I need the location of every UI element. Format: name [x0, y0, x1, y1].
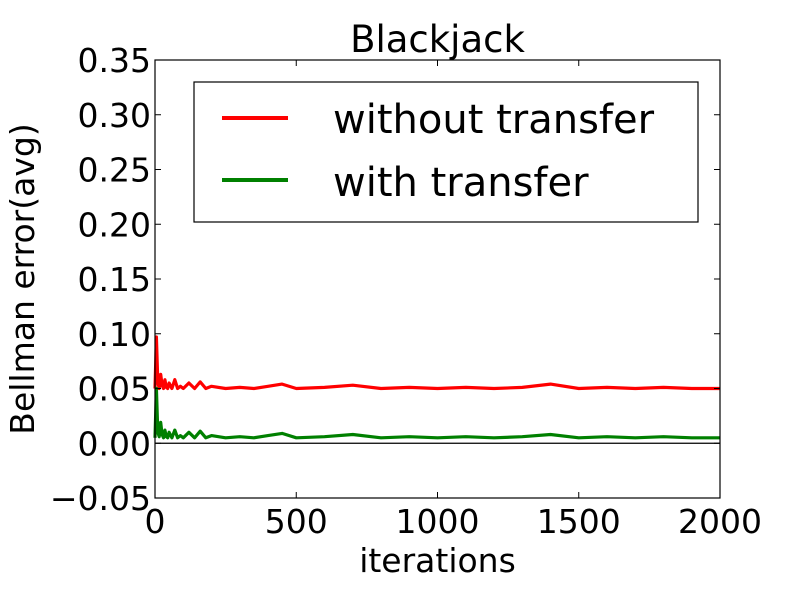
- y-axis-label: Bellman error(avg): [3, 123, 42, 434]
- y-tick-label: 0.30: [78, 96, 151, 135]
- legend-label-with-transfer: with transfer: [333, 160, 589, 206]
- data-layer: [153, 335, 720, 444]
- series-line-without-transfer: [153, 335, 720, 391]
- x-tick-label: 2000: [678, 502, 762, 541]
- y-tick-label: 0.25: [78, 151, 151, 190]
- ticks-layer: 0 500 1000 1500 2000 −0.05 0.00 0.05 0.10 0.15 0.2…: [50, 41, 762, 541]
- chart-title: Blackjack: [350, 18, 525, 61]
- x-axis-label: iterations: [359, 541, 516, 580]
- legend: without transfer with transfer: [193, 81, 699, 223]
- y-tick-label: −0.05: [50, 479, 151, 518]
- y-tick-label: 0.35: [78, 41, 151, 80]
- x-tick-label: 1500: [537, 502, 621, 541]
- y-tick-label: 0.05: [78, 370, 151, 409]
- plot-frame: [154, 59, 721, 499]
- y-tick-label: 0.10: [78, 315, 151, 354]
- series-line-with-transfer: [153, 386, 720, 440]
- legend-label-without-transfer: without transfer: [333, 97, 655, 143]
- legend-box: [193, 81, 699, 223]
- y-tick-label: 0.20: [78, 205, 151, 244]
- y-tick-label: 0.15: [78, 260, 151, 299]
- x-tick-label: 0: [145, 502, 166, 541]
- y-tick-label: 0.00: [78, 424, 151, 463]
- x-tick-label: 1000: [396, 502, 480, 541]
- x-tick-label: 500: [265, 502, 328, 541]
